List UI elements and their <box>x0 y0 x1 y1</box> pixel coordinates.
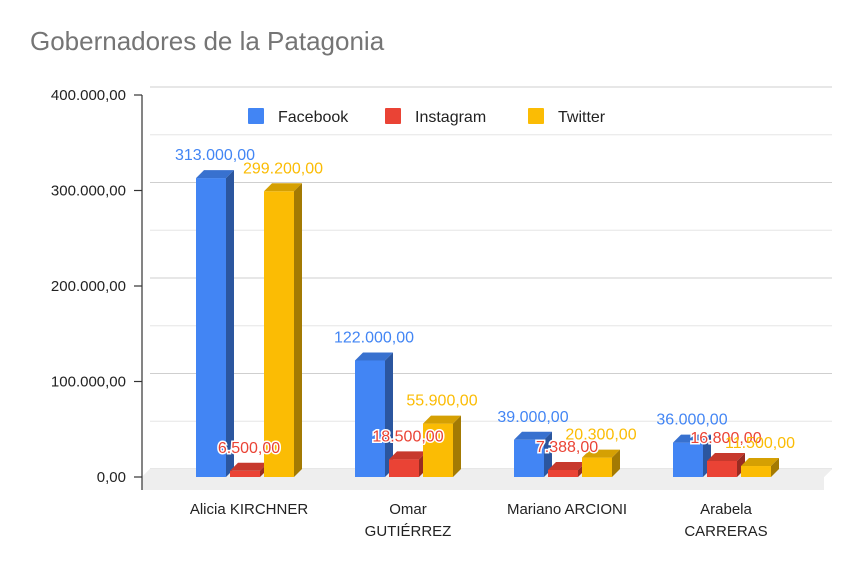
chart-floor-front <box>142 469 832 490</box>
y-tick-label: 200.000,00 <box>51 278 126 295</box>
bar-top <box>230 462 268 471</box>
legend-label: Instagram <box>415 109 486 126</box>
bar-top <box>582 449 620 458</box>
legend-swatch <box>385 108 401 124</box>
data-label: 7.388,00 <box>536 439 598 456</box>
bar-side <box>385 352 393 477</box>
data-label: 313.000,00 <box>175 147 255 164</box>
bar-top <box>548 461 586 470</box>
bar-front <box>389 459 419 477</box>
bar-front <box>673 442 703 477</box>
bar-top <box>264 183 302 192</box>
bar-front <box>741 466 771 477</box>
y-tick-label: 300.000,00 <box>51 183 126 200</box>
x-tick-label: Mariano ARCIONI <box>507 501 627 518</box>
data-label: 11.500,00 <box>725 435 795 452</box>
data-label: 18.500,00 <box>372 428 443 445</box>
bar-side <box>612 449 620 477</box>
bar-top <box>514 431 552 440</box>
data-label: 55.900,00 <box>406 393 477 410</box>
y-tick-label: 0,00 <box>97 469 126 486</box>
data-label: 122.000,00 <box>334 329 414 346</box>
legend-swatch <box>248 108 264 124</box>
x-tick-label: CARRERAS <box>684 523 767 540</box>
legend-label: Twitter <box>558 109 606 126</box>
bar-front <box>548 469 578 477</box>
bar-front <box>196 178 226 477</box>
legend-label: Facebook <box>278 109 349 126</box>
data-label: 36.000,00 <box>656 412 727 429</box>
bar-front <box>707 460 737 477</box>
data-label: 39.000,00 <box>497 409 568 426</box>
bar-front <box>514 439 544 477</box>
bar-front <box>264 191 294 477</box>
bar-side <box>226 170 234 477</box>
bar-top <box>389 451 427 460</box>
chart-title: Gobernadores de la Patagonia <box>30 26 385 56</box>
data-label: 6.500,00 <box>218 440 280 457</box>
bar-front <box>423 423 453 477</box>
bar-top <box>673 434 711 443</box>
y-tick-label: 100.000,00 <box>51 374 126 391</box>
data-label: 16.800,00 <box>690 430 761 447</box>
legend-swatch <box>528 108 544 124</box>
bar-top <box>423 415 461 424</box>
bar-front <box>582 457 612 477</box>
y-tick-label: 400.000,00 <box>51 87 126 104</box>
bar-top <box>707 452 745 461</box>
bar-side <box>453 415 461 477</box>
bar-front <box>355 360 385 477</box>
bar-side <box>294 183 302 477</box>
x-tick-label: Omar <box>389 501 427 518</box>
data-label: 299.200,00 <box>243 160 323 177</box>
bar-front <box>230 470 260 477</box>
bar-top <box>196 170 234 179</box>
x-tick-label: Arabela <box>700 501 752 518</box>
bar-side <box>544 431 552 477</box>
bar-top <box>355 352 393 361</box>
x-tick-label: Alicia KIRCHNER <box>190 501 309 518</box>
data-label: 20.300,00 <box>565 427 636 444</box>
bar-top <box>741 458 779 467</box>
x-tick-label: GUTIÉRREZ <box>365 523 452 540</box>
bar-side <box>771 458 779 477</box>
